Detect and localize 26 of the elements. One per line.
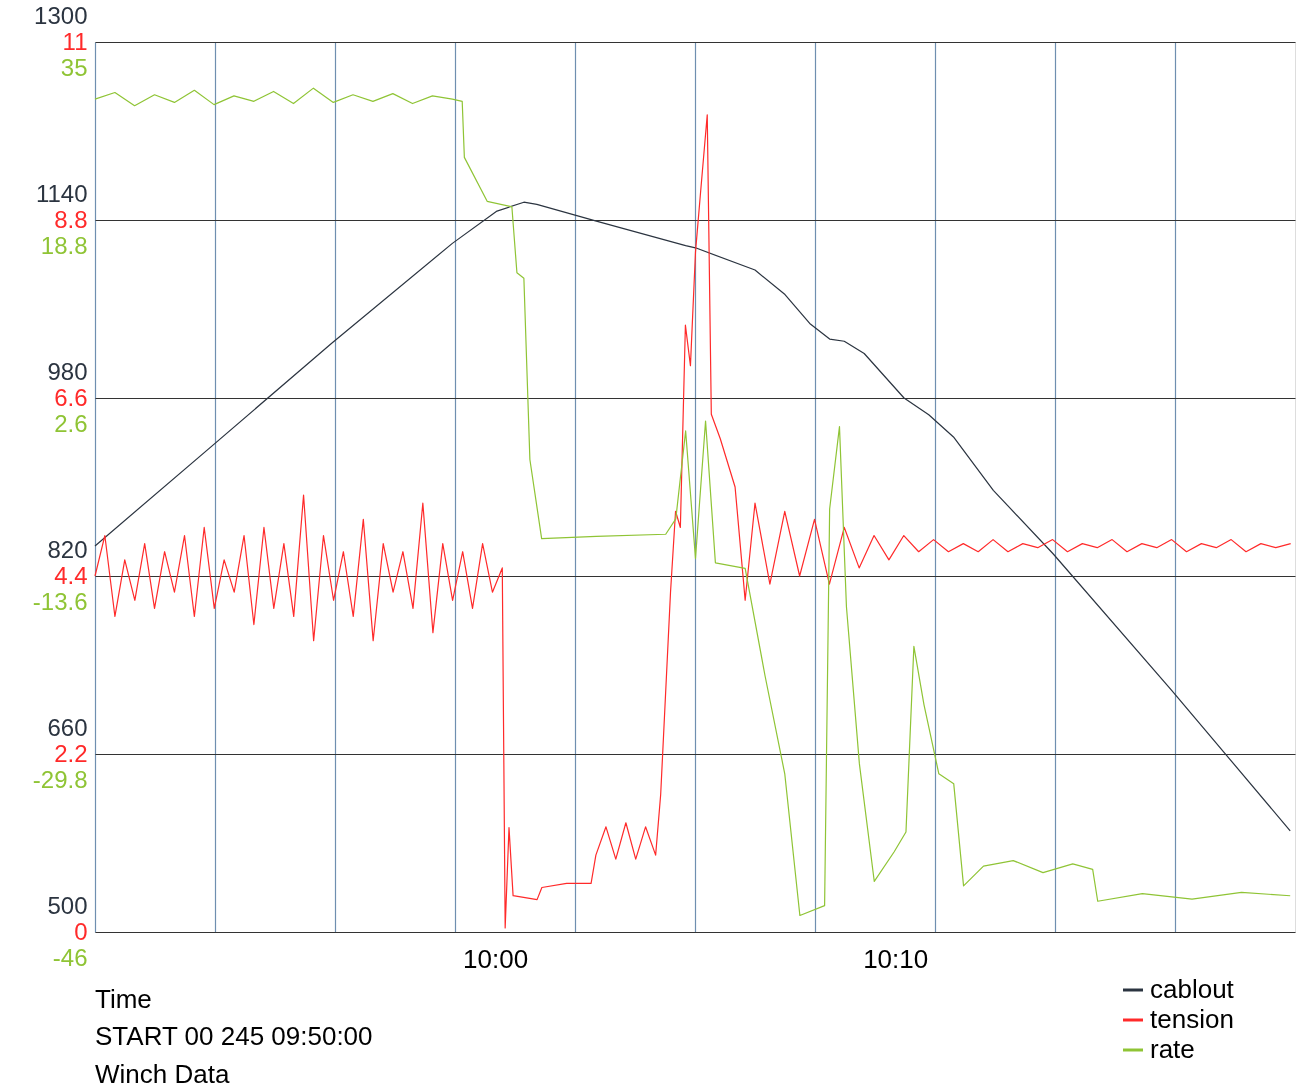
- y3-tick-label: 2.6: [54, 409, 88, 437]
- y3-tick-label: -29.8: [32, 765, 88, 793]
- legend-label: rate: [1150, 1034, 1195, 1064]
- x-axis-title: Time: [95, 984, 152, 1014]
- legend-label: tension: [1150, 1004, 1234, 1034]
- y2-tick-label: 8.8: [54, 205, 88, 233]
- y-tick-label: 1300: [34, 1, 88, 29]
- y2-tick-label: 2.2: [54, 739, 88, 767]
- y-tick-label: 820: [47, 535, 88, 563]
- y-tick-label: 1140: [35, 179, 88, 207]
- y3-tick-label: 35: [60, 53, 88, 81]
- y3-tick-label: 18.8: [40, 231, 88, 259]
- y3-tick-label: -13.6: [32, 587, 88, 615]
- y3-tick-label: -46: [52, 943, 88, 971]
- text: START 00 245 09:50:00: [95, 1021, 373, 1051]
- x-tick-label: 10:10: [863, 943, 929, 974]
- y2-tick-label: 4.4: [54, 561, 88, 589]
- legend-label: cablout: [1150, 974, 1235, 1004]
- y2-tick-label: 0: [74, 917, 88, 945]
- y-tick-label: 500: [47, 891, 88, 919]
- y-tick-label: 660: [47, 713, 88, 741]
- y-tick-label: 980: [47, 357, 88, 385]
- y2-tick-label: 11: [62, 27, 88, 55]
- x-tick-label: 10:00: [463, 943, 529, 974]
- text: Winch Data: [95, 1059, 230, 1089]
- y2-tick-label: 6.6: [54, 383, 88, 411]
